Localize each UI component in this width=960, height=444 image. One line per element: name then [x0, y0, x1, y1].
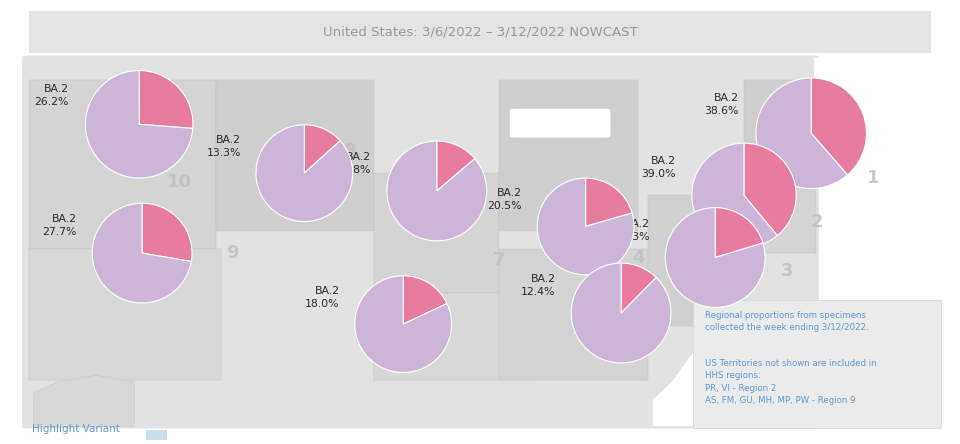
Text: BA.2
18.0%: BA.2 18.0%	[305, 286, 340, 309]
Text: 8: 8	[344, 142, 357, 160]
Wedge shape	[665, 208, 765, 307]
Text: Regional proportions from specimens
collected the week ending 3/12/2022.: Regional proportions from specimens coll…	[705, 311, 869, 332]
Text: Highlight Variant: Highlight Variant	[32, 424, 120, 434]
Text: BA.2
27.7%: BA.2 27.7%	[42, 214, 77, 237]
Wedge shape	[692, 143, 778, 248]
Wedge shape	[811, 78, 867, 175]
FancyBboxPatch shape	[693, 300, 941, 428]
Wedge shape	[756, 78, 848, 189]
FancyBboxPatch shape	[146, 430, 167, 440]
Text: 6: 6	[656, 302, 669, 320]
FancyBboxPatch shape	[29, 80, 216, 249]
Text: BA.2
26.2%: BA.2 26.2%	[35, 84, 68, 107]
Text: 9: 9	[226, 244, 239, 262]
FancyBboxPatch shape	[374, 173, 499, 293]
Wedge shape	[304, 125, 340, 173]
Wedge shape	[387, 141, 487, 241]
Wedge shape	[621, 263, 657, 313]
FancyBboxPatch shape	[744, 155, 816, 253]
Text: United States: 3/6/2022 – 3/12/2022 NOWCAST: United States: 3/6/2022 – 3/12/2022 NOWC…	[323, 25, 637, 39]
Text: BA.2
13.3%: BA.2 13.3%	[206, 135, 241, 158]
Text: BA.2
12.4%: BA.2 12.4%	[521, 274, 556, 297]
Wedge shape	[256, 125, 352, 222]
FancyBboxPatch shape	[510, 109, 611, 138]
Text: 3: 3	[780, 262, 794, 280]
Wedge shape	[92, 203, 191, 303]
FancyBboxPatch shape	[374, 293, 533, 380]
Wedge shape	[571, 263, 671, 363]
Wedge shape	[403, 276, 447, 324]
Text: BA.2
20.3%: BA.2 20.3%	[615, 219, 650, 242]
Text: BA.2
20.5%: BA.2 20.5%	[488, 188, 522, 211]
FancyBboxPatch shape	[648, 195, 744, 326]
Text: BA.2
13.8%: BA.2 13.8%	[337, 152, 372, 175]
FancyBboxPatch shape	[374, 293, 499, 380]
Text: 10: 10	[167, 173, 192, 191]
Text: 1: 1	[867, 169, 880, 186]
FancyBboxPatch shape	[744, 80, 816, 155]
FancyBboxPatch shape	[22, 56, 819, 428]
Text: 4: 4	[632, 249, 645, 266]
Text: 2: 2	[810, 213, 824, 231]
Wedge shape	[586, 178, 632, 226]
Text: BA.2
38.6%: BA.2 38.6%	[705, 93, 738, 115]
FancyBboxPatch shape	[216, 80, 374, 231]
Text: US Territories not shown are included in
HHS regions:
PR, VI - Region 2
AS, FM, : US Territories not shown are included in…	[705, 359, 876, 405]
Wedge shape	[139, 71, 193, 128]
Text: BA.2
39.0%: BA.2 39.0%	[641, 156, 676, 179]
FancyBboxPatch shape	[29, 249, 221, 380]
FancyBboxPatch shape	[29, 11, 931, 53]
Wedge shape	[715, 208, 763, 258]
Wedge shape	[538, 178, 634, 275]
Polygon shape	[34, 375, 134, 426]
Wedge shape	[744, 143, 796, 236]
Wedge shape	[85, 71, 193, 178]
FancyBboxPatch shape	[499, 80, 638, 231]
Wedge shape	[437, 141, 475, 191]
Wedge shape	[142, 203, 192, 262]
Wedge shape	[355, 276, 451, 373]
Text: 5: 5	[553, 186, 566, 204]
Text: 7: 7	[492, 251, 506, 269]
Polygon shape	[653, 324, 814, 426]
Polygon shape	[814, 58, 922, 155]
FancyBboxPatch shape	[499, 249, 648, 380]
